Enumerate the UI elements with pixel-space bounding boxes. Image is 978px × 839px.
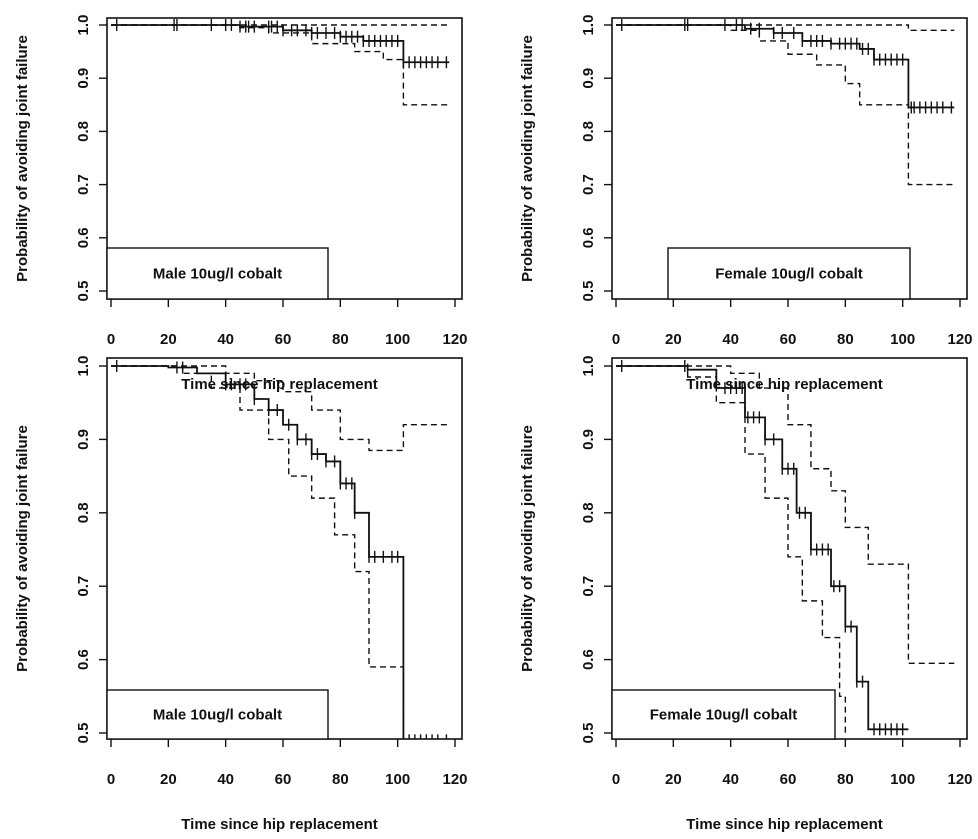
x-tick-label: 120 bbox=[947, 771, 972, 788]
ci-upper-line bbox=[616, 365, 955, 664]
y-tick-label: 0.9 bbox=[75, 429, 92, 450]
y-tick-label: 0.7 bbox=[75, 576, 92, 597]
x-tick-label: 0 bbox=[107, 771, 115, 788]
legend-label: Male 10ug/l cobalt bbox=[153, 266, 282, 283]
y-tick-label: 0.7 bbox=[75, 174, 92, 195]
y-tick-label: 0.8 bbox=[580, 121, 597, 142]
survival-curve bbox=[111, 365, 405, 739]
legend-label: Male 10ug/l cobalt bbox=[153, 707, 282, 724]
x-tick-label: 100 bbox=[385, 331, 410, 348]
x-tick-label: 60 bbox=[275, 771, 292, 788]
x-tick-label: 20 bbox=[160, 331, 177, 348]
x-axis-label: Time since hip replacement bbox=[181, 816, 377, 833]
x-tick-label: 80 bbox=[837, 331, 854, 348]
plot-frame bbox=[611, 357, 968, 740]
survival-curve bbox=[111, 24, 450, 64]
plot-frame bbox=[106, 357, 463, 740]
ci-lower-line bbox=[111, 24, 450, 106]
y-tick-label: 0.9 bbox=[75, 68, 92, 89]
plot-area bbox=[616, 360, 955, 736]
x-tick-label: 0 bbox=[612, 331, 620, 348]
y-tick-label: 0.6 bbox=[580, 227, 597, 248]
x-tick-label: 120 bbox=[947, 331, 972, 348]
y-tick-label: 0.6 bbox=[75, 227, 92, 248]
x-tick-label: 40 bbox=[217, 331, 234, 348]
x-tick-label: 100 bbox=[890, 331, 915, 348]
x-tick-label: 100 bbox=[890, 771, 915, 788]
legend-box bbox=[611, 689, 836, 740]
x-tick-label: 80 bbox=[332, 771, 349, 788]
x-tick-label: 60 bbox=[780, 331, 797, 348]
x-tick-label: 120 bbox=[442, 771, 467, 788]
x-tick-label: 0 bbox=[612, 771, 620, 788]
legend-box bbox=[106, 247, 329, 300]
survival-curve bbox=[616, 365, 909, 731]
y-tick-label: 1.0 bbox=[580, 15, 597, 36]
x-tick-label: 20 bbox=[665, 771, 682, 788]
y-tick-label: 0.6 bbox=[75, 649, 92, 670]
x-tick-label: 40 bbox=[217, 771, 234, 788]
legend-label: Female 10ug/l cobalt bbox=[715, 266, 863, 283]
y-tick-label: 0.8 bbox=[75, 121, 92, 142]
y-tick-label: 0.7 bbox=[580, 576, 597, 597]
y-axis-label: Probability of avoiding joint failure bbox=[519, 425, 536, 672]
plot-area bbox=[616, 19, 955, 186]
x-tick-label: 20 bbox=[665, 331, 682, 348]
y-tick-label: 0.6 bbox=[580, 649, 597, 670]
y-tick-label: 1.0 bbox=[580, 356, 597, 377]
x-axis-label: Time since hip replacement bbox=[686, 816, 882, 833]
ci-upper-line bbox=[111, 365, 450, 452]
legend-label: Female 10ug/l cobalt bbox=[650, 707, 798, 724]
y-tick-label: 1.0 bbox=[75, 15, 92, 36]
chart-panel-4: 0 20 40 60 80 100 120 0.5 0.6 0.7 0.8 0.9 1.0 Time si… bbox=[519, 356, 973, 833]
plot-area bbox=[111, 360, 450, 739]
chart-panel-1: 0 20 40 60 80 100 120 0.5 0.6 0.7 0.8 0.9 1.0 Time si… bbox=[14, 15, 468, 393]
x-tick-label: 80 bbox=[332, 331, 349, 348]
y-axis-label: Probability of avoiding joint failure bbox=[14, 35, 31, 282]
ci-upper-line bbox=[616, 24, 955, 32]
ci-lower-line bbox=[111, 365, 405, 739]
y-axis-label: Probability of avoiding joint failure bbox=[14, 425, 31, 672]
y-tick-label: 0.8 bbox=[75, 502, 92, 523]
x-tick-label: 120 bbox=[442, 331, 467, 348]
y-tick-label: 0.8 bbox=[580, 502, 597, 523]
y-axis-label: Probability of avoiding joint failure bbox=[519, 35, 536, 282]
y-tick-label: 0.5 bbox=[75, 281, 92, 302]
x-tick-label: 80 bbox=[837, 771, 854, 788]
x-tick-label: 40 bbox=[722, 771, 739, 788]
y-tick-label: 0.7 bbox=[580, 174, 597, 195]
chart-panel-3: 0 20 40 60 80 100 120 0.5 0.6 0.7 0.8 0.9 1.0 Time si… bbox=[14, 356, 468, 833]
y-tick-label: 0.9 bbox=[580, 429, 597, 450]
y-tick-label: 1.0 bbox=[75, 356, 92, 377]
x-tick-label: 40 bbox=[722, 331, 739, 348]
legend-box bbox=[667, 247, 911, 300]
y-tick-label: 0.5 bbox=[580, 281, 597, 302]
x-tick-label: 20 bbox=[160, 771, 177, 788]
y-tick-label: 0.5 bbox=[75, 723, 92, 744]
x-tick-label: 60 bbox=[780, 771, 797, 788]
y-tick-label: 0.5 bbox=[580, 723, 597, 744]
x-tick-label: 100 bbox=[385, 771, 410, 788]
x-tick-label: 0 bbox=[107, 331, 115, 348]
survival-curve bbox=[616, 24, 955, 109]
x-tick-label: 60 bbox=[275, 331, 292, 348]
y-tick-label: 0.9 bbox=[580, 68, 597, 89]
plot-area bbox=[111, 19, 450, 106]
ci-lower-line bbox=[616, 24, 955, 186]
x-axis-label: Time since hip replacement bbox=[181, 376, 377, 393]
legend-box bbox=[106, 689, 329, 740]
